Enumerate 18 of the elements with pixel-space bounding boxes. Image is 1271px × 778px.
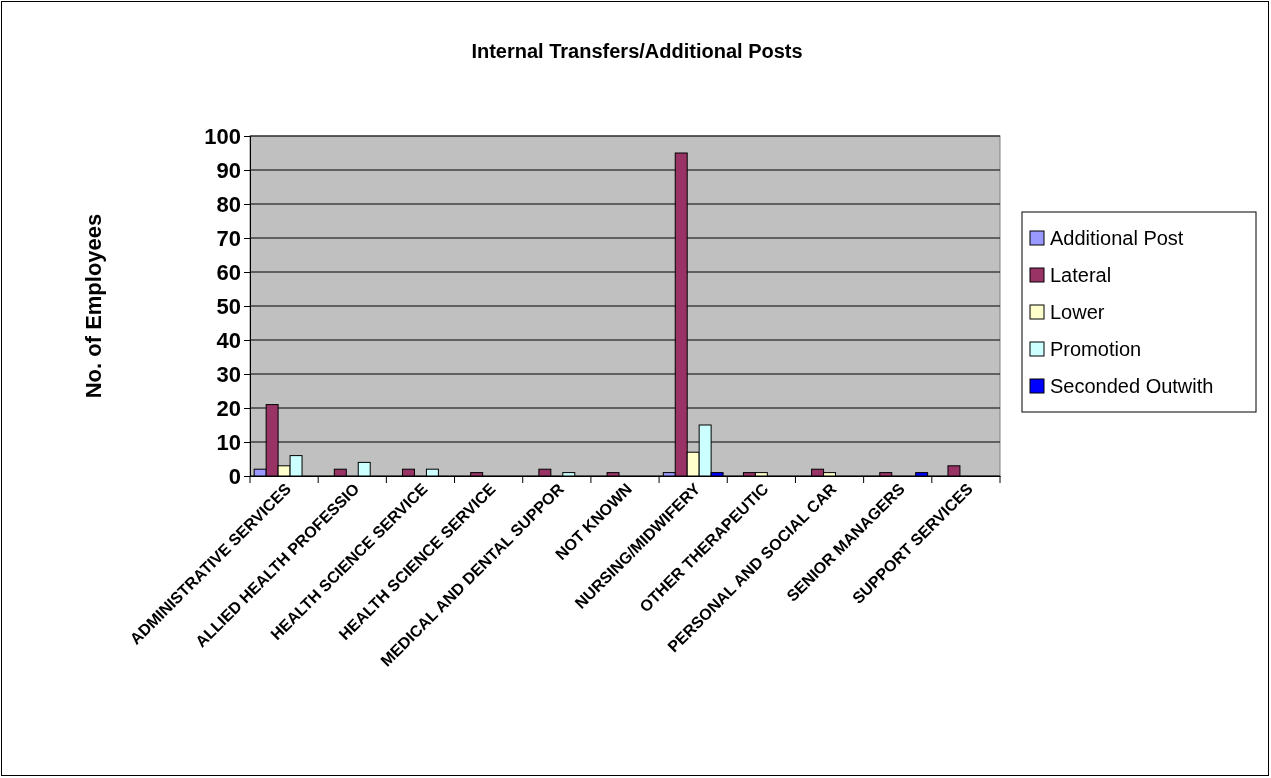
y-tick-label: 100 [204,123,241,149]
y-axis-title: No. of Employees [81,213,106,399]
y-tick-label: 20 [216,395,241,421]
legend-label: Lateral [1050,264,1112,286]
legend-label: Additional Post [1050,227,1184,249]
y-tick-label: 50 [216,293,241,319]
y-tick-label: 40 [216,327,241,353]
y-tick-label: 60 [216,259,241,285]
y-tick-label: 90 [216,157,241,183]
chart-title: Internal Transfers/Additional Posts [471,40,803,62]
y-tick-label: 0 [228,463,241,489]
y-tick-label: 30 [216,361,241,387]
y-tick-label: 70 [216,225,241,251]
legend-label: Seconded Outwith [1050,375,1214,397]
y-tick-label: 10 [216,429,241,455]
legend-label: Lower [1050,301,1105,323]
y-tick-label: 80 [216,191,241,217]
legend-label: Promotion [1050,338,1142,360]
